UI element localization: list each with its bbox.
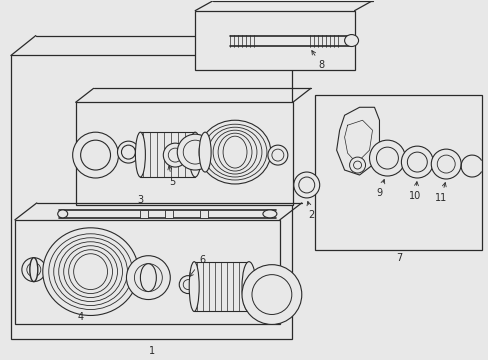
Circle shape (267, 145, 287, 165)
Circle shape (177, 134, 213, 170)
Text: 3: 3 (137, 195, 143, 205)
Ellipse shape (189, 262, 199, 311)
Circle shape (22, 258, 46, 282)
Text: 2: 2 (306, 202, 314, 220)
Circle shape (430, 149, 460, 179)
Ellipse shape (68, 250, 112, 293)
Circle shape (293, 172, 319, 198)
Circle shape (251, 275, 291, 315)
Circle shape (183, 140, 207, 164)
Circle shape (163, 143, 187, 167)
Bar (314, 95, 481, 250)
Circle shape (126, 256, 170, 300)
Circle shape (353, 161, 361, 169)
Ellipse shape (59, 242, 122, 302)
Ellipse shape (263, 210, 276, 218)
Ellipse shape (223, 136, 246, 168)
Circle shape (242, 265, 301, 324)
Text: 7: 7 (395, 253, 402, 263)
Ellipse shape (42, 228, 138, 315)
Ellipse shape (30, 258, 38, 282)
Polygon shape (336, 107, 379, 175)
Circle shape (401, 146, 432, 178)
Ellipse shape (58, 210, 67, 218)
Ellipse shape (63, 246, 117, 298)
Polygon shape (15, 220, 279, 324)
Ellipse shape (74, 254, 107, 289)
Bar (140, 210, 148, 218)
Polygon shape (195, 11, 354, 71)
Ellipse shape (213, 130, 256, 174)
Bar (194, 262, 248, 311)
Circle shape (179, 276, 197, 293)
Ellipse shape (199, 120, 270, 184)
Bar (140, 132, 195, 177)
Circle shape (134, 264, 162, 292)
Ellipse shape (203, 124, 266, 180)
Text: 4: 4 (78, 312, 83, 323)
Ellipse shape (199, 132, 211, 172)
Circle shape (271, 149, 283, 161)
Ellipse shape (140, 264, 156, 292)
Circle shape (168, 148, 182, 162)
Polygon shape (76, 102, 292, 205)
Ellipse shape (54, 238, 127, 306)
Circle shape (81, 140, 110, 170)
Text: 5: 5 (167, 166, 175, 187)
Text: 10: 10 (408, 182, 421, 201)
Bar (200, 210, 208, 218)
Text: 11: 11 (434, 183, 447, 203)
Text: 1: 1 (149, 346, 155, 356)
Circle shape (436, 155, 454, 173)
Ellipse shape (49, 234, 132, 310)
Circle shape (376, 147, 398, 169)
Circle shape (369, 140, 405, 176)
Ellipse shape (218, 133, 251, 171)
Ellipse shape (189, 132, 201, 177)
Text: 8: 8 (311, 51, 324, 71)
Ellipse shape (242, 262, 255, 311)
Ellipse shape (208, 127, 262, 177)
Circle shape (27, 263, 41, 276)
Ellipse shape (135, 132, 145, 177)
Circle shape (183, 280, 193, 289)
Circle shape (349, 157, 365, 173)
Circle shape (73, 132, 118, 178)
Bar (165, 210, 173, 218)
Circle shape (121, 145, 135, 159)
Ellipse shape (344, 35, 358, 46)
Circle shape (407, 152, 427, 172)
Circle shape (298, 177, 314, 193)
Circle shape (117, 141, 139, 163)
Text: 9: 9 (376, 180, 384, 198)
Polygon shape (11, 55, 291, 339)
Text: 6: 6 (189, 255, 205, 276)
